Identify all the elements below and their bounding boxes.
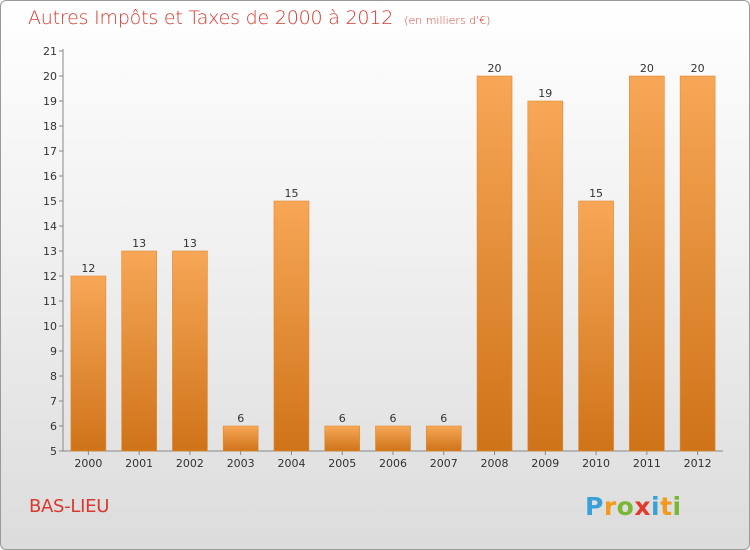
value-label-2002: 13 <box>183 237 197 250</box>
proxiti-logo[interactable]: Proxiti <box>585 492 682 521</box>
y-tick-label: 9 <box>50 345 57 358</box>
bars <box>70 75 716 452</box>
chart-subtitle: (en milliers d'€) <box>404 14 491 27</box>
x-tick-label-2002: 2002 <box>176 457 204 470</box>
logo-letter: P <box>585 492 604 521</box>
bar-2004 <box>273 200 310 452</box>
value-label-2000: 12 <box>81 262 95 275</box>
bar-2012 <box>679 75 716 452</box>
x-tick-label-2003: 2003 <box>227 457 255 470</box>
value-label-2012: 20 <box>691 62 705 75</box>
logo-letter: i <box>651 492 661 521</box>
logo-letter: t <box>660 492 673 521</box>
logo-letter: r <box>603 492 617 521</box>
value-label-2007: 6 <box>440 412 447 425</box>
bar-2002 <box>172 250 208 452</box>
value-label-2003: 6 <box>237 412 244 425</box>
bar-2001 <box>121 250 157 452</box>
y-tick-label: 14 <box>43 220 57 233</box>
bar-2000 <box>70 275 107 452</box>
y-tick-label: 20 <box>43 70 57 83</box>
chart-title-block: Autres Impôts et Taxes de 2000 à 2012 (e… <box>28 7 490 29</box>
logo-letter: o <box>616 492 635 521</box>
value-label-2001: 13 <box>132 237 146 250</box>
bar-2008 <box>476 75 513 452</box>
y-tick-label: 12 <box>43 270 57 283</box>
bar-2006 <box>375 425 411 452</box>
y-tick-label: 17 <box>43 145 57 158</box>
y-tick-label: 6 <box>50 420 57 433</box>
y-tick-label: 7 <box>50 395 57 408</box>
value-label-2009: 19 <box>538 87 552 100</box>
bar-2005 <box>324 425 361 452</box>
y-tick-label: 16 <box>43 170 57 183</box>
bar-2007 <box>425 425 462 452</box>
labels: 12 2000 13 2001 13 2002 6 2003 15 2004 6 2005 6 2006 6… <box>74 62 711 470</box>
y-tick-label: 13 <box>43 245 57 258</box>
x-tick-label-2004: 2004 <box>277 457 305 470</box>
y-tick-label: 11 <box>43 295 57 308</box>
y-tick-label: 10 <box>43 320 57 333</box>
chart-title: Autres Impôts et Taxes de 2000 à 2012 <box>28 7 394 29</box>
bar-2003 <box>222 425 259 452</box>
y-tick-label: 21 <box>43 45 57 58</box>
logo-letter: i <box>672 492 682 521</box>
value-label-2010: 15 <box>589 187 603 200</box>
y-tick-label: 5 <box>50 445 57 458</box>
x-tick-label-2010: 2010 <box>582 457 610 470</box>
value-label-2006: 6 <box>390 412 397 425</box>
bar-2010 <box>578 200 614 452</box>
x-tick-label-2008: 2008 <box>481 457 509 470</box>
x-tick-label-2011: 2011 <box>633 457 661 470</box>
value-label-2011: 20 <box>640 62 654 75</box>
x-tick-label-2000: 2000 <box>74 457 102 470</box>
x-tick-label-2012: 2012 <box>684 457 712 470</box>
bar-2009 <box>527 100 564 452</box>
y-tick-label: 18 <box>43 120 57 133</box>
x-tick-label-2001: 2001 <box>125 457 153 470</box>
x-tick-label-2006: 2006 <box>379 457 407 470</box>
bar-2011 <box>629 75 665 452</box>
commune-name: BAS-LIEU <box>29 496 110 517</box>
value-label-2008: 20 <box>488 62 502 75</box>
y-tick-label: 19 <box>43 95 57 108</box>
y-tick-label: 8 <box>50 370 57 383</box>
value-label-2005: 6 <box>339 412 346 425</box>
logo-letter: x <box>634 492 651 521</box>
x-tick-label-2007: 2007 <box>430 457 458 470</box>
x-tick-label-2009: 2009 <box>531 457 559 470</box>
x-tick-label-2005: 2005 <box>328 457 356 470</box>
value-label-2004: 15 <box>284 187 298 200</box>
y-tick-label: 15 <box>43 195 57 208</box>
